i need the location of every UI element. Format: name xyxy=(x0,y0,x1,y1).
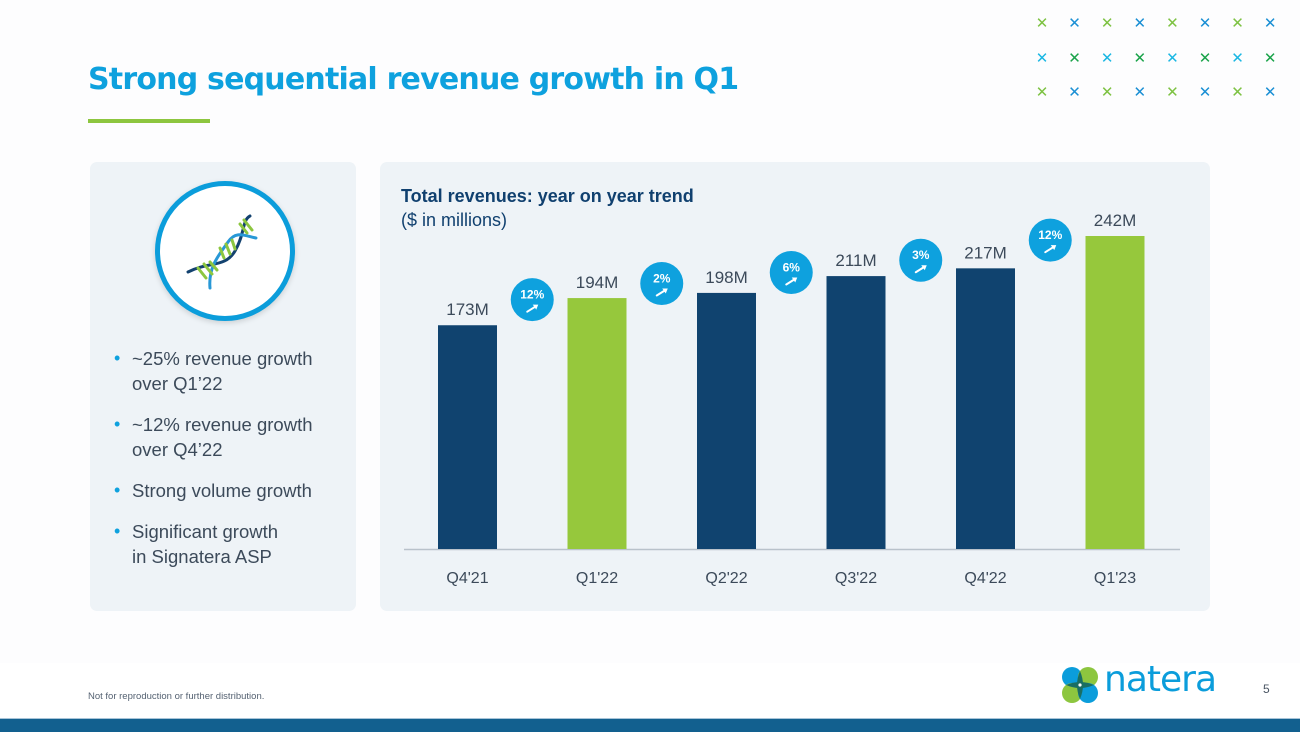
bullet-text: ~12% revenue growth xyxy=(132,414,313,435)
bar-Q422 xyxy=(956,268,1015,549)
x-mark-icon: ✕ xyxy=(1100,48,1114,67)
x-tick-label: Q2'22 xyxy=(705,570,747,587)
x-mark-icon: ✕ xyxy=(1068,83,1081,101)
dna-badge xyxy=(155,181,295,321)
slide-title: Strong sequential revenue growth in Q1 xyxy=(88,62,739,97)
bar-value-label: 198M xyxy=(705,268,748,287)
decorative-x-pattern: ✕ ✕ ✕ ✕ ✕ ✕ ✕ ✕ ✕ ✕ ✕ ✕ ✕ ✕ ✕ ✕ ✕ ✕ ✕ ✕ ✕ ✕ ✕ ✕ xyxy=(1030,10,1290,105)
growth-badge-label: 12% xyxy=(1038,228,1062,242)
growth-badge-label: 3% xyxy=(912,248,930,262)
bar-Q122 xyxy=(567,298,627,549)
dna-icon xyxy=(186,214,258,290)
arrow-up-right-icon xyxy=(655,288,668,297)
growth-badge-circle xyxy=(510,278,554,322)
x-mark-icon: ✕ xyxy=(1068,14,1081,32)
x-mark-icon: ✕ xyxy=(1166,48,1179,67)
bullet-dot: • xyxy=(114,480,121,500)
bullet-item: • Strong volume growth xyxy=(112,478,352,503)
bar-Q322 xyxy=(826,276,886,549)
natera-logo-mark-icon xyxy=(1062,667,1098,703)
x-mark-icon: ✕ xyxy=(1263,83,1277,101)
title-underline xyxy=(88,119,210,123)
highlights-list: • ~25% revenue growth over Q1’22 • ~12% rev… xyxy=(112,346,352,585)
arrow-up-right-icon xyxy=(914,265,927,274)
growth-badge-circle xyxy=(1028,218,1072,262)
bar-value-label: 217M xyxy=(964,243,1007,262)
bar-value-label: 242M xyxy=(1094,211,1137,230)
x-mark-icon: ✕ xyxy=(1231,48,1244,67)
bullet-text-cont: in Signatera ASP xyxy=(132,546,272,567)
logo-wordmark: natera xyxy=(1104,659,1217,700)
chart-subtitle: ($ in millions) xyxy=(401,210,508,230)
x-mark-icon: ✕ xyxy=(1133,14,1147,32)
bullet-text: Strong volume growth xyxy=(132,480,312,501)
growth-badge-circle xyxy=(769,251,813,295)
bullet-item: • ~12% revenue growth over Q4’22 xyxy=(112,412,352,462)
growth-badge-label: 12% xyxy=(520,288,544,302)
x-mark-icon: ✕ xyxy=(1133,83,1147,101)
bullet-text: ~25% revenue growth xyxy=(132,348,313,369)
x-mark-icon: ✕ xyxy=(1166,83,1179,101)
bullet-dot: • xyxy=(114,414,121,434)
growth-badge-label: 2% xyxy=(653,271,671,285)
growth-badge: 2% xyxy=(640,261,684,305)
x-tick-label: Q1'22 xyxy=(576,570,618,587)
x-mark-icon: ✕ xyxy=(1231,83,1244,101)
x-mark-icon: ✕ xyxy=(1166,14,1179,32)
x-mark-icon: ✕ xyxy=(1035,14,1049,32)
growth-badge: 6% xyxy=(769,251,813,295)
growth-badge-label: 6% xyxy=(783,261,801,275)
x-mark-icon: ✕ xyxy=(1263,48,1277,67)
x-mark-icon: ✕ xyxy=(1035,83,1049,101)
x-mark-icon: ✕ xyxy=(1198,48,1212,67)
growth-badge: 12% xyxy=(510,278,554,322)
bar-value-label: 211M xyxy=(835,251,876,270)
footer-disclaimer: Not for reproduction or further distribu… xyxy=(88,691,265,702)
x-mark-icon: ✕ xyxy=(1133,48,1147,67)
x-mark-icon: ✕ xyxy=(1198,83,1212,101)
x-mark-icon: ✕ xyxy=(1035,48,1049,67)
x-mark-icon: ✕ xyxy=(1068,48,1081,67)
bar-Q222 xyxy=(697,292,756,549)
bullet-dot: • xyxy=(114,521,121,541)
x-tick-label: Q3'22 xyxy=(835,570,877,587)
growth-badge-circle xyxy=(640,261,684,305)
x-mark-icon: ✕ xyxy=(1100,14,1114,32)
bottom-bar xyxy=(0,718,1300,732)
x-tick-label: Q4'22 xyxy=(964,570,1006,587)
arrow-up-right-icon xyxy=(785,277,798,286)
arrow-up-right-icon xyxy=(1044,245,1057,254)
bullet-text: Significant growth xyxy=(132,521,279,542)
x-mark-icon: ✕ xyxy=(1198,14,1212,32)
bar-Q421 xyxy=(438,325,497,549)
page-number: 5 xyxy=(1263,682,1270,696)
natera-logo: natera xyxy=(1060,659,1230,705)
revenue-bar-chart: 173M Q4'21 194M Q1'22 198M Q2'22 211M Q3'22 217M… xyxy=(404,211,1180,587)
chart-title: Total revenues: year on year trend xyxy=(401,186,694,206)
chart-card xyxy=(380,162,1210,611)
bar-Q123 xyxy=(1085,236,1145,549)
bullet-text-cont: over Q4’22 xyxy=(132,439,223,460)
growth-badge: 12% xyxy=(1028,218,1072,262)
x-mark-icon: ✕ xyxy=(1231,14,1244,32)
x-mark-icon: ✕ xyxy=(1100,83,1114,101)
bar-value-label: 173M xyxy=(446,300,489,319)
x-tick-label: Q4'21 xyxy=(446,570,488,587)
growth-badge-circle xyxy=(899,238,943,282)
growth-badge: 3% xyxy=(899,238,943,282)
bullet-item: • ~25% revenue growth over Q1’22 xyxy=(112,346,352,396)
x-mark-icon: ✕ xyxy=(1263,14,1277,32)
bullet-dot: • xyxy=(114,348,121,368)
arrow-up-right-icon xyxy=(526,304,539,313)
bar-value-label: 194M xyxy=(576,273,619,292)
bullet-text-cont: over Q1’22 xyxy=(132,373,223,394)
bullet-item: • Significant growth in Signatera ASP xyxy=(112,519,352,569)
x-tick-label: Q1'23 xyxy=(1094,570,1136,587)
